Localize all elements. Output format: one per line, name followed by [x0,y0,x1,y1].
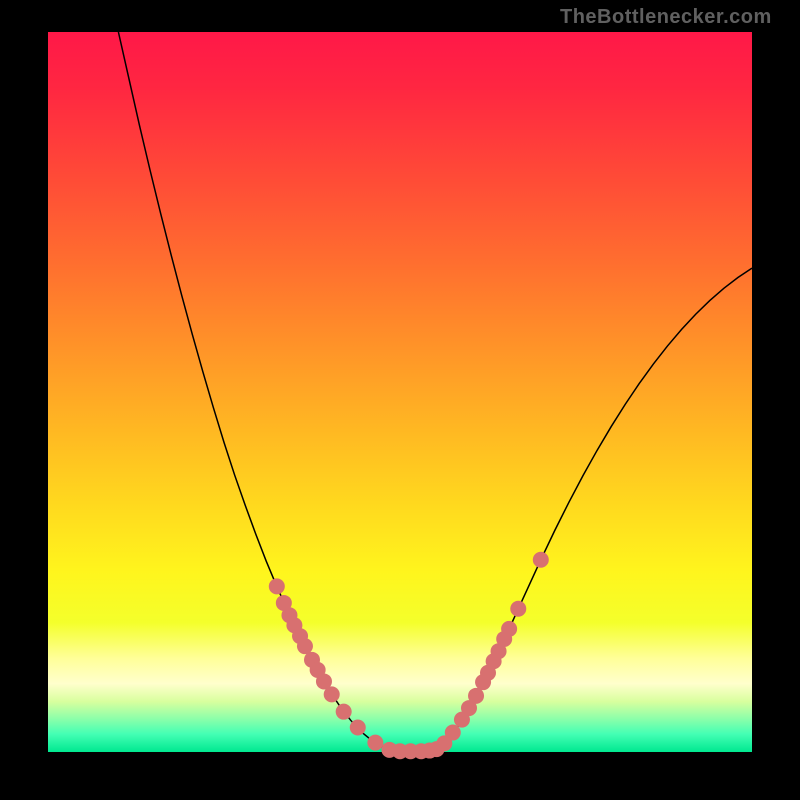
marker-point [297,638,313,654]
marker-point [533,552,549,568]
marker-point [350,720,366,736]
marker-point [445,725,461,741]
marker-point [468,688,484,704]
marker-point [324,686,340,702]
marker-point [501,621,517,637]
marker-point [510,601,526,617]
marker-point [367,735,383,751]
marker-point [269,578,285,594]
marker-point [336,704,352,720]
gradient-background [48,32,752,752]
bottleneck-chart [0,0,800,800]
watermark-text: TheBottlenecker.com [560,6,772,29]
